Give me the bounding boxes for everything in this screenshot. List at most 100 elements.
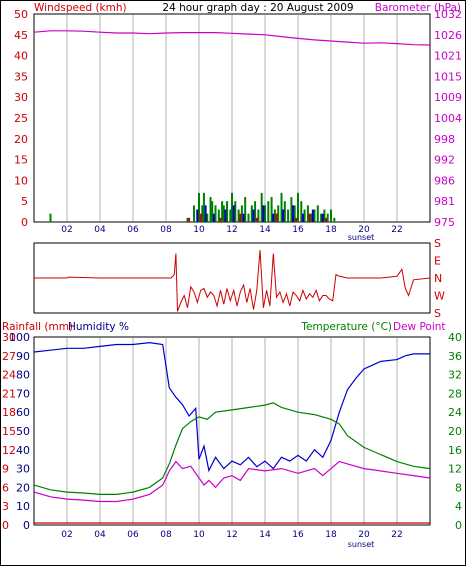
calm-bar xyxy=(275,213,278,222)
temperature-tick-label: 0 xyxy=(455,519,462,532)
wind-bar xyxy=(297,192,299,222)
windspeed-tick-label: 5 xyxy=(21,195,28,208)
rainfall-tick-label: 15 xyxy=(2,425,16,438)
wind-bar xyxy=(306,205,309,222)
barometer-tick-label: 992 xyxy=(434,154,455,167)
graph-title: 24 hour graph day : 20 August 2009 xyxy=(162,2,353,14)
wind-bar xyxy=(303,209,306,222)
direction-tick-label: N xyxy=(434,272,442,285)
temperature-tick-label: 16 xyxy=(448,444,462,457)
barometer-tick-label: 1009 xyxy=(434,91,462,104)
wind-barometer-grid xyxy=(66,15,398,221)
barometer-tick-label: 1026 xyxy=(434,29,462,42)
wind-direction-line xyxy=(34,249,431,312)
wind-bar xyxy=(217,209,220,222)
calm-bar xyxy=(199,213,202,222)
humidity-tick-label: 90 xyxy=(16,350,30,363)
wind-bar xyxy=(313,209,316,222)
temp-x-tick-label: 06 xyxy=(127,530,139,540)
humidity-tick-label: 70 xyxy=(16,387,30,400)
wind-bar xyxy=(316,205,319,222)
windspeed-tick-label: 45 xyxy=(14,29,28,42)
wind-bar xyxy=(283,201,286,222)
barometer-tick-label: 1021 xyxy=(434,50,462,63)
wind-bar xyxy=(300,201,303,222)
temp-x-tick-label: 12 xyxy=(226,530,237,540)
rainfall-tick-label: 9 xyxy=(2,463,9,476)
wind-bar xyxy=(221,201,224,222)
wind-bar xyxy=(333,217,336,222)
wind-bar xyxy=(293,205,296,222)
direction-tick-label: E xyxy=(434,255,441,268)
temperature-tick-label: 36 xyxy=(448,350,462,363)
humidity-tick-label: 80 xyxy=(16,369,30,382)
windspeed-tick-label: 35 xyxy=(14,70,28,83)
barometer-tick-label: 975 xyxy=(434,216,455,229)
direction-tick-label: W xyxy=(434,290,445,303)
wind-bar xyxy=(244,197,247,222)
wind-bar xyxy=(193,205,196,222)
wind-bar xyxy=(231,192,233,222)
wind-x-tick-label: 10 xyxy=(193,225,205,235)
temp-x-tick-label: 04 xyxy=(94,530,106,540)
wind-bar xyxy=(257,209,260,222)
wind-bar xyxy=(277,205,280,222)
temp-x-tick-label: 02 xyxy=(61,530,72,540)
dew-point-line xyxy=(33,460,431,503)
wind-bar xyxy=(290,197,293,222)
temperature-tick-label: 24 xyxy=(448,406,462,419)
windspeed-axis-label: Windspeed (kmh) xyxy=(34,2,127,14)
rainfall-tick-label: 30 xyxy=(2,331,16,344)
wind-bar xyxy=(201,205,204,222)
humidity-tick-label: 60 xyxy=(16,406,30,419)
gust-bar xyxy=(204,205,207,222)
humidity-tick-label: 30 xyxy=(16,463,30,476)
gust-bar xyxy=(311,209,314,222)
humidity-line xyxy=(33,341,430,473)
gust-bar xyxy=(252,209,255,222)
barometer-tick-label: 1004 xyxy=(434,112,462,125)
gust-bar xyxy=(224,209,227,222)
temperature-tick-label: 4 xyxy=(455,500,462,513)
wind-bar xyxy=(270,197,273,222)
temperature-tick-label: 28 xyxy=(448,387,462,400)
temperature-tick-label: 32 xyxy=(448,369,462,382)
temp-x-tick-label: 18 xyxy=(325,530,337,540)
wind-bar xyxy=(264,205,266,222)
wind-bar xyxy=(273,209,276,222)
barometer-line xyxy=(33,30,431,46)
windspeed-tick-label: 30 xyxy=(14,91,28,104)
wind-x-tick-label: 04 xyxy=(94,225,106,235)
wind-bar xyxy=(209,197,212,222)
wind-x-tick-label: 12 xyxy=(226,225,237,235)
wind-bar xyxy=(226,201,229,222)
wind-bar xyxy=(247,213,250,222)
windspeed-tick-label: 40 xyxy=(14,50,28,63)
gust-bar xyxy=(272,213,275,222)
wind-barometer-series xyxy=(33,30,431,222)
humidity-axis-label: Humidity % xyxy=(68,321,129,333)
wind-x-tick-label: 18 xyxy=(325,225,337,235)
windspeed-tick-label: 10 xyxy=(14,174,28,187)
windspeed-tick-label: 20 xyxy=(14,133,28,146)
wind-bar xyxy=(211,201,214,222)
rainfall-tick-label: 18 xyxy=(2,406,16,419)
humidity-tick-label: 0 xyxy=(23,519,30,532)
wind-x-tick-label: 22 xyxy=(391,225,402,235)
temp-x-tick-label: 14 xyxy=(259,530,271,540)
wind-bar xyxy=(206,213,209,222)
direction-tick-label: S xyxy=(434,237,441,250)
temp-humidity-grid xyxy=(66,338,398,524)
wind-bar xyxy=(49,213,52,222)
dew-point-axis-label: Dew Point xyxy=(393,321,446,333)
wind-bar xyxy=(234,201,237,222)
wind-bar xyxy=(237,209,240,222)
gust-bar xyxy=(262,205,265,222)
calm-bar xyxy=(219,217,222,222)
barometer-tick-label: 1032 xyxy=(434,8,462,21)
windspeed-tick-label: 50 xyxy=(14,8,28,21)
wind-x-tick-label: 20 xyxy=(358,225,370,235)
wind-bar xyxy=(267,201,270,222)
